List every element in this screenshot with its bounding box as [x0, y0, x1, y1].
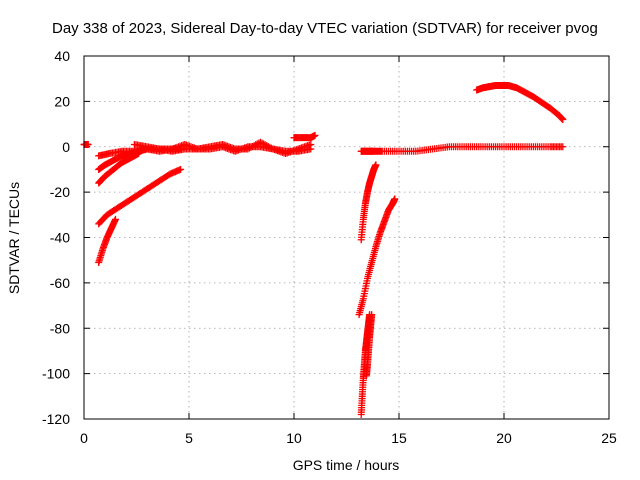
data-point	[177, 165, 185, 173]
x-tick-label: 15	[391, 430, 407, 446]
x-tick-label: 25	[601, 430, 617, 446]
series-arc-l	[355, 195, 399, 319]
data-point	[311, 131, 319, 139]
data-point	[368, 311, 376, 319]
x-tick-label: 20	[496, 430, 512, 446]
data-point	[559, 116, 567, 124]
series-arc-j	[357, 143, 567, 155]
y-tick-label: -60	[50, 275, 70, 291]
grid-lines	[84, 56, 609, 419]
x-axis-label: GPS time / hours	[293, 457, 400, 473]
y-tick-label: 40	[54, 48, 70, 64]
series-arc-k	[357, 161, 380, 244]
axis-ticks: 0 5 10 15 20 25 -120 -100 -80 -60 -40 -20 0 20 40	[42, 48, 617, 446]
series-arc-d	[95, 150, 143, 187]
x-tick-label: 0	[80, 430, 88, 446]
series-arc-i	[290, 131, 319, 142]
x-tick-label: 10	[286, 430, 302, 446]
data-point	[372, 161, 380, 169]
y-tick-label: 0	[62, 139, 70, 155]
y-axis-label: SDTVAR / TECUs	[6, 182, 22, 294]
data-point	[84, 140, 92, 148]
data-point	[391, 195, 399, 203]
plot-frame	[83, 55, 610, 420]
series-arc-o	[473, 81, 567, 124]
y-tick-label: 20	[54, 93, 70, 109]
y-tick-label: -20	[50, 184, 70, 200]
data-point	[307, 140, 315, 148]
chart-title: Day 338 of 2023, Sidereal Day-to-day VTE…	[52, 20, 598, 37]
y-tick-label: -100	[42, 366, 70, 382]
series-arc-f	[95, 215, 119, 266]
data-point	[135, 150, 143, 158]
series-arc-n	[362, 311, 376, 380]
data-point	[112, 215, 119, 223]
y-tick-label: -40	[50, 230, 70, 246]
series-arc-h	[143, 138, 315, 158]
x-tick-label: 5	[185, 430, 193, 446]
data-points	[80, 81, 567, 418]
y-tick-label: -120	[42, 411, 70, 427]
series-arc-e	[95, 165, 185, 228]
data-point	[267, 144, 275, 152]
data-point	[559, 143, 567, 151]
y-tick-label: -80	[50, 320, 70, 336]
